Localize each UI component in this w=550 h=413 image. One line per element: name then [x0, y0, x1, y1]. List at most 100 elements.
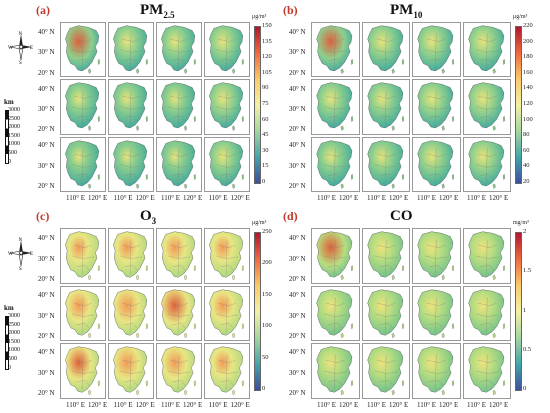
lon-label: 110° E	[417, 194, 437, 202]
lon-label: 110° E	[208, 401, 228, 409]
lon-label: 120° E	[489, 194, 509, 202]
lon-label: 120° E	[489, 401, 509, 409]
color-bar-tick: 140	[523, 84, 533, 92]
map-cell	[412, 136, 461, 192]
lon-label: 120° E	[230, 194, 250, 202]
lon-label: 110° E	[317, 401, 337, 409]
color-bar-tick: 60	[262, 115, 269, 123]
color-bar-tick: 0	[262, 385, 266, 392]
scale-bar: km 3000 2500 2000 1500 1000 500 0	[2, 98, 28, 168]
lon-label: 110° E	[161, 401, 181, 409]
map-grid	[311, 22, 511, 192]
compass-icon: N S W E	[8, 236, 34, 275]
lon-label: 120° E	[439, 194, 459, 202]
lon-label: 120° E	[339, 401, 359, 409]
lat-label: 40° N	[289, 84, 306, 93]
map-cell	[311, 343, 360, 399]
compass-icon: N S W E	[8, 30, 34, 69]
lon-label: 120° E	[183, 194, 203, 202]
map-cell	[361, 22, 410, 78]
panel-letter: (c)	[36, 209, 50, 223]
lat-label: 40° N	[289, 291, 306, 299]
lat-label: 40° N	[38, 84, 55, 93]
lat-label: 40° N	[289, 28, 306, 36]
color-bar-unit: μg/m³	[252, 14, 267, 20]
panel-d: (d) CO 40° N 30° N 20° N 40° N 30° N 20° N 40° N…	[275, 206, 550, 413]
color-bar-tick: 120	[262, 53, 272, 61]
lat-label: 30° N	[289, 254, 306, 263]
map-cell	[156, 285, 202, 342]
panel-title: PM10	[390, 2, 422, 20]
color-bar-tick: 75	[262, 100, 269, 107]
compass-e-label: E	[30, 46, 33, 51]
compass-e-label: E	[30, 252, 33, 257]
color-bar-tick: 45	[262, 131, 269, 139]
scale-tick-label: 3000	[8, 313, 20, 319]
lat-label: 40° N	[289, 141, 306, 150]
lat-label: 20° N	[289, 182, 306, 190]
scale-tick-label: 2500	[8, 115, 20, 122]
color-bar-tick: 0.5	[523, 345, 532, 353]
panel-title: O3	[140, 208, 156, 226]
panel-title: PM2.5	[140, 2, 175, 20]
map-cell	[60, 136, 106, 192]
lon-label: 120° E	[339, 194, 359, 202]
map-cell	[311, 136, 360, 192]
lon-label: 120° E	[183, 401, 203, 409]
map-cell	[462, 136, 511, 192]
scale-bar: km 3000 2500 2000 1500 1000 500 0	[2, 304, 28, 374]
map-cell	[361, 228, 410, 284]
lat-label: 40° N	[38, 234, 55, 242]
panel-title-main: PM	[390, 2, 414, 18]
scale-unit: km	[4, 304, 14, 312]
lat-label: 30° N	[289, 368, 306, 377]
lat-label: 20° N	[289, 275, 306, 283]
map-cell	[108, 136, 154, 192]
color-bar-tick: 105	[262, 68, 272, 76]
map-cell	[60, 22, 106, 78]
color-bar	[515, 232, 522, 391]
color-bar-tick: 180	[523, 53, 533, 61]
map-cell	[204, 79, 250, 135]
color-bar-tick: 150	[262, 22, 272, 29]
map-cell	[204, 228, 250, 284]
color-bar-tick: 15	[262, 162, 269, 170]
scale-tick-label: 0	[8, 158, 11, 165]
panel-title-main: PM	[140, 2, 164, 18]
color-bar-tick: 250	[262, 228, 272, 235]
compass-w-label: W	[8, 46, 13, 51]
color-bar-tick: 2	[523, 228, 527, 235]
map-cell	[60, 343, 106, 399]
lat-label: 20° N	[38, 332, 55, 340]
color-bar-tick: 150	[262, 290, 272, 298]
map-cell	[204, 136, 250, 192]
lon-label: 120° E	[135, 194, 155, 202]
lat-label: 30° N	[289, 161, 306, 170]
lat-label: 20° N	[289, 125, 306, 134]
lon-label: 110° E	[367, 401, 387, 409]
lat-label: 30° N	[38, 254, 55, 263]
map-cell	[462, 228, 511, 284]
color-bar-tick: 120	[523, 100, 533, 107]
color-bar-tick: 0	[523, 385, 527, 392]
color-bar-tick: 200	[523, 37, 533, 45]
lon-label: 120° E	[135, 401, 155, 409]
scale-unit: km	[4, 98, 14, 106]
map-cell	[412, 228, 461, 284]
map-cell	[412, 285, 461, 342]
lat-label: 40° N	[289, 234, 306, 242]
lon-label: 120° E	[439, 401, 459, 409]
map-cell	[412, 79, 461, 135]
scale-tick-label: 500	[8, 356, 17, 362]
lat-label: 20° N	[289, 332, 306, 340]
map-cell	[156, 22, 202, 78]
map-cell	[156, 228, 202, 284]
lon-label: 120° E	[389, 401, 409, 409]
color-bar-tick: 100	[262, 322, 272, 330]
color-bar-tick: 200	[262, 259, 272, 267]
map-cell	[361, 343, 410, 399]
lat-label: 20° N	[38, 389, 55, 397]
map-cell	[311, 79, 360, 135]
map-cell	[204, 22, 250, 78]
